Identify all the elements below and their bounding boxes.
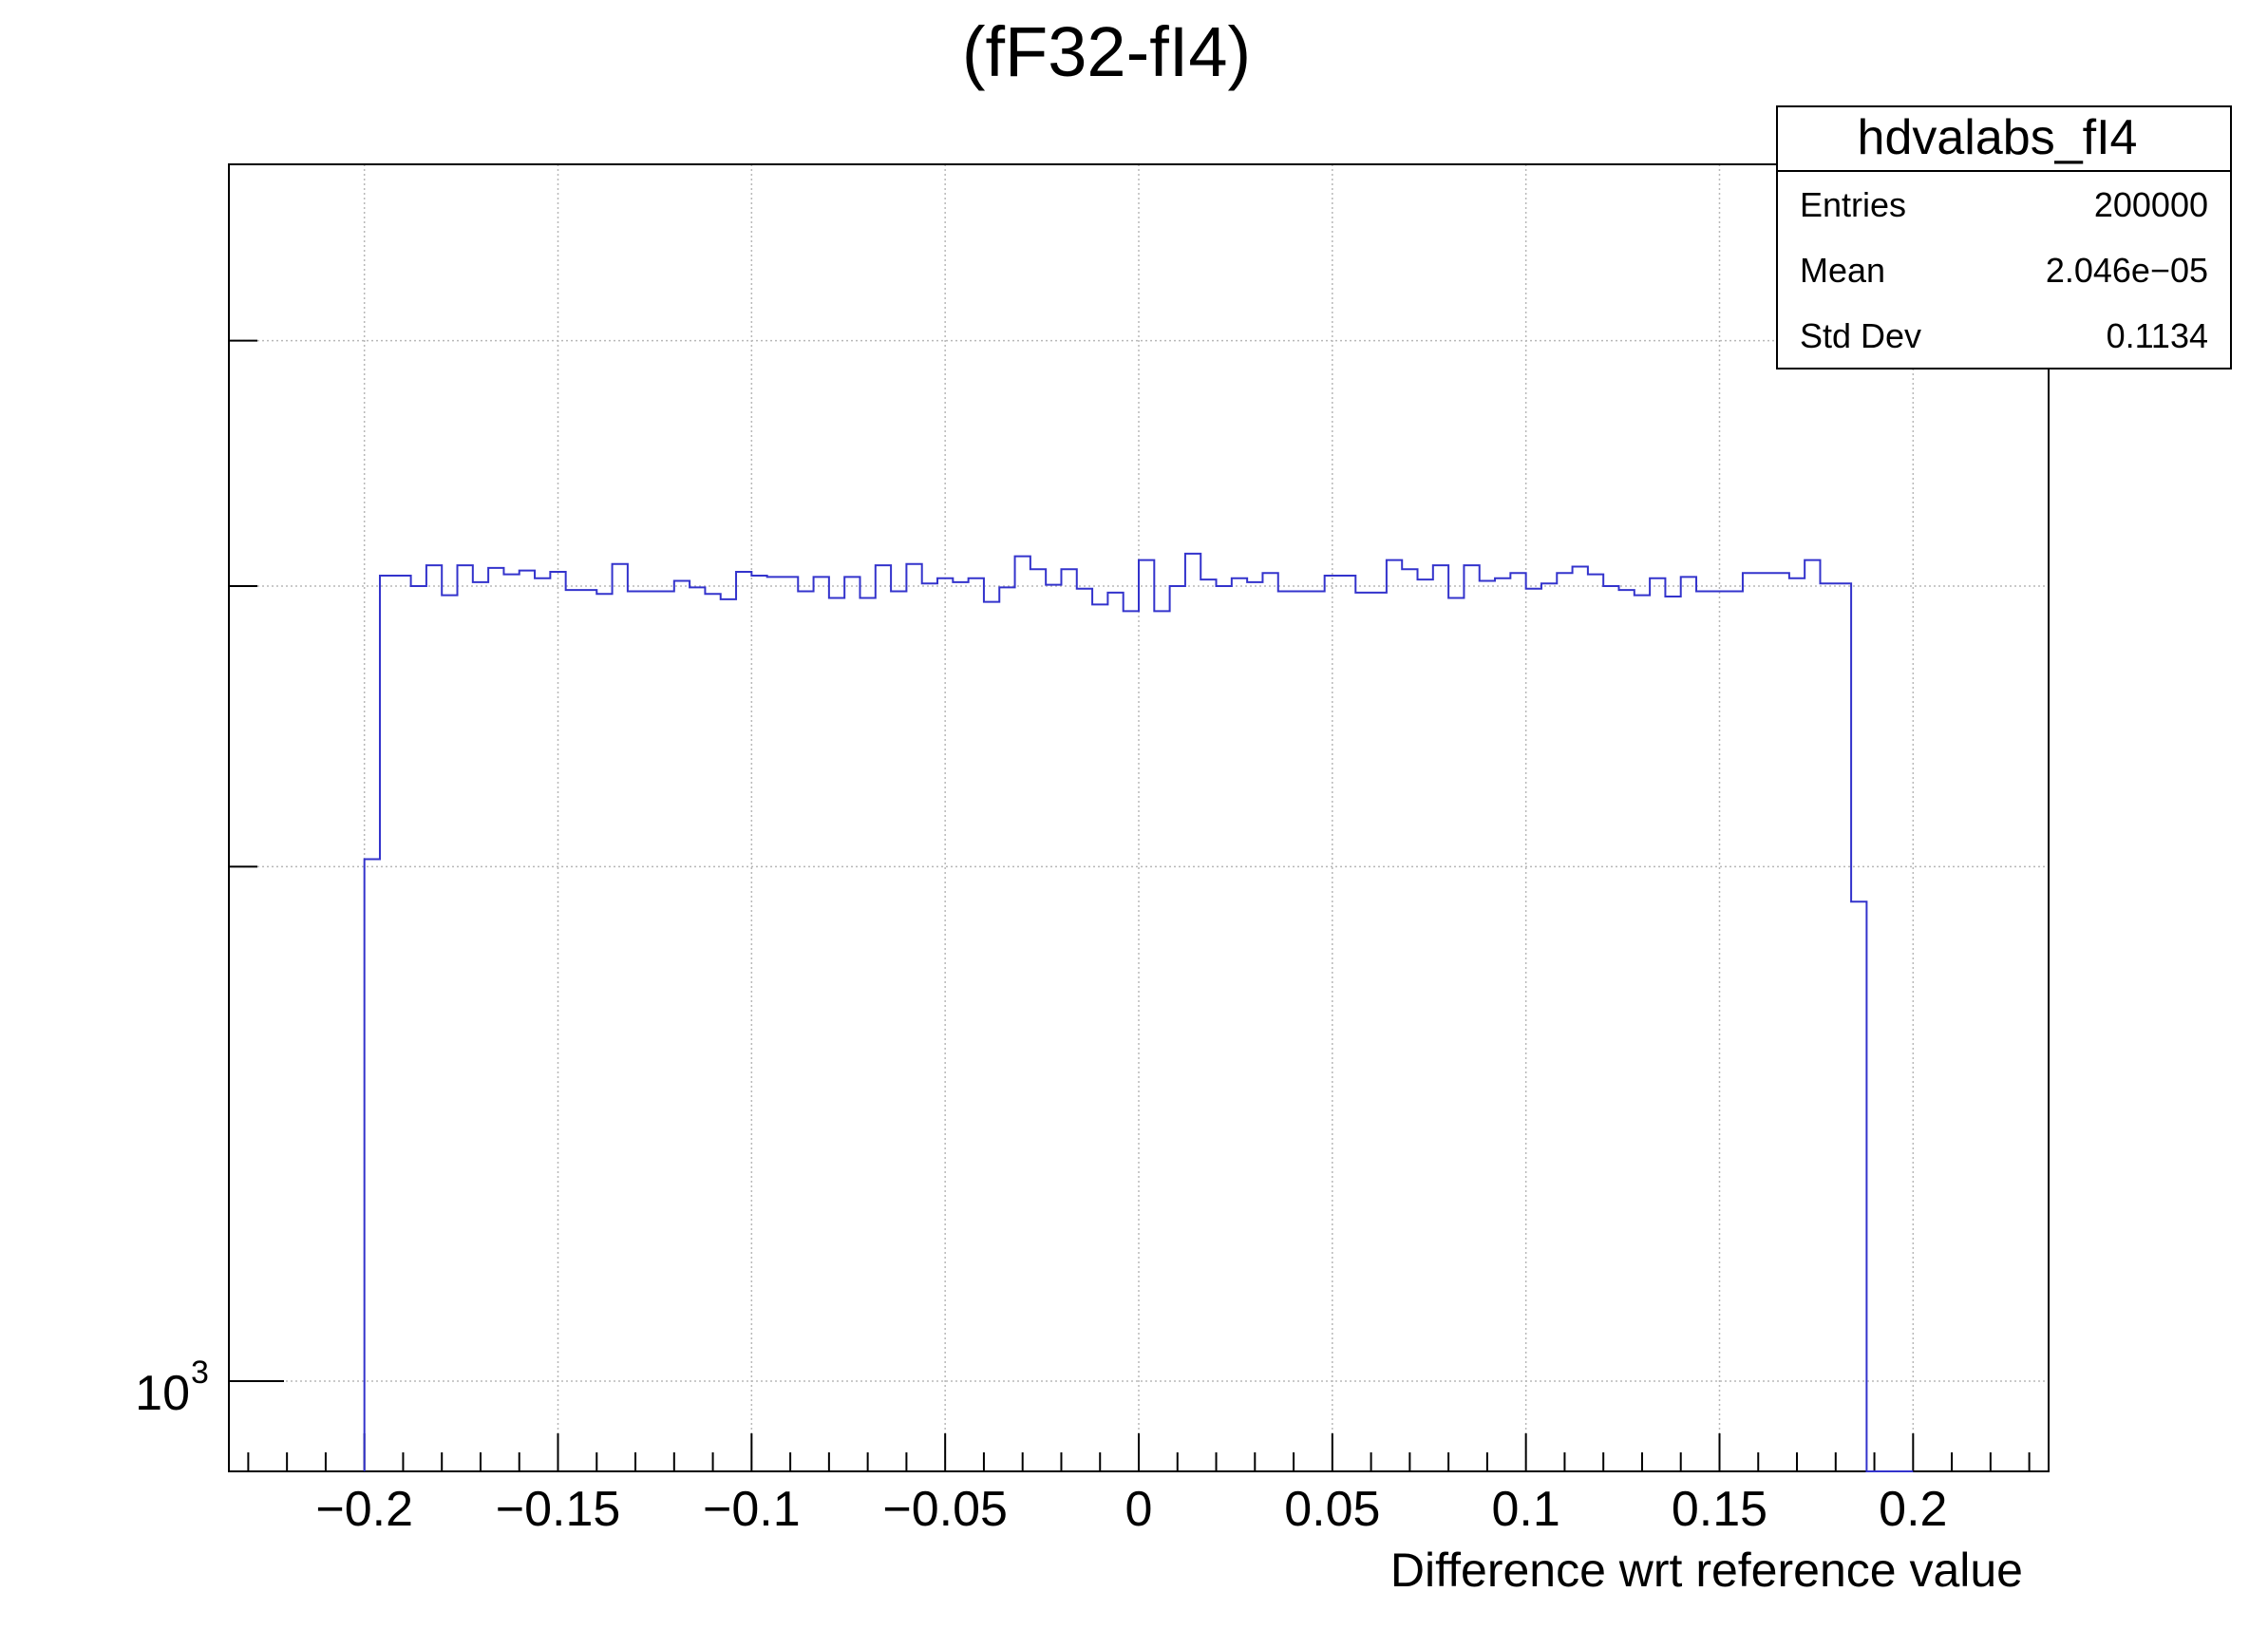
grid-lines — [229, 164, 2049, 1471]
x-tick-label: −0.05 — [882, 1482, 1008, 1537]
x-tick-label: 0.1 — [1492, 1482, 1560, 1537]
y-tick-label-exponent: 3 — [191, 1355, 209, 1391]
stats-stddev-value: 0.1134 — [2107, 316, 2208, 355]
x-tick-label: −0.1 — [703, 1482, 801, 1537]
x-tick-label: 0.05 — [1284, 1482, 1380, 1537]
stats-box: hdvalabs_fI4 Entries 200000 Mean 2.046e−… — [1776, 105, 2232, 370]
x-tick-label: 0.2 — [1879, 1482, 1947, 1537]
stats-mean-value: 2.046e−05 — [2046, 251, 2208, 290]
axis-tick-labels: −0.2 −0.15 −0.1 −0.05 0 0.05 0.1 0.15 0.2 10 3 — [135, 1355, 1947, 1537]
stats-mean-label: Mean — [1800, 251, 1885, 290]
stats-stddev-label: Std Dev — [1800, 316, 1921, 355]
x-tick-label: 0.15 — [1672, 1482, 1767, 1537]
stats-entries-label: Entries — [1800, 185, 1906, 224]
x-tick-label: 0 — [1125, 1482, 1153, 1537]
chart-title: (fF32-fI4) — [962, 12, 1251, 91]
axis-ticks — [229, 339, 2031, 1471]
x-tick-label: −0.2 — [315, 1482, 413, 1537]
x-axis-label: Difference wrt reference value — [1390, 1544, 2023, 1597]
y-tick-label: 10 — [135, 1366, 190, 1421]
x-tick-label: −0.15 — [496, 1482, 621, 1537]
stats-box-frame — [1776, 105, 2232, 370]
stats-entries-value: 200000 — [2094, 185, 2208, 224]
histogram-series-line — [363, 552, 1914, 1472]
stats-box-name: hdvalabs_fI4 — [1858, 110, 2138, 165]
